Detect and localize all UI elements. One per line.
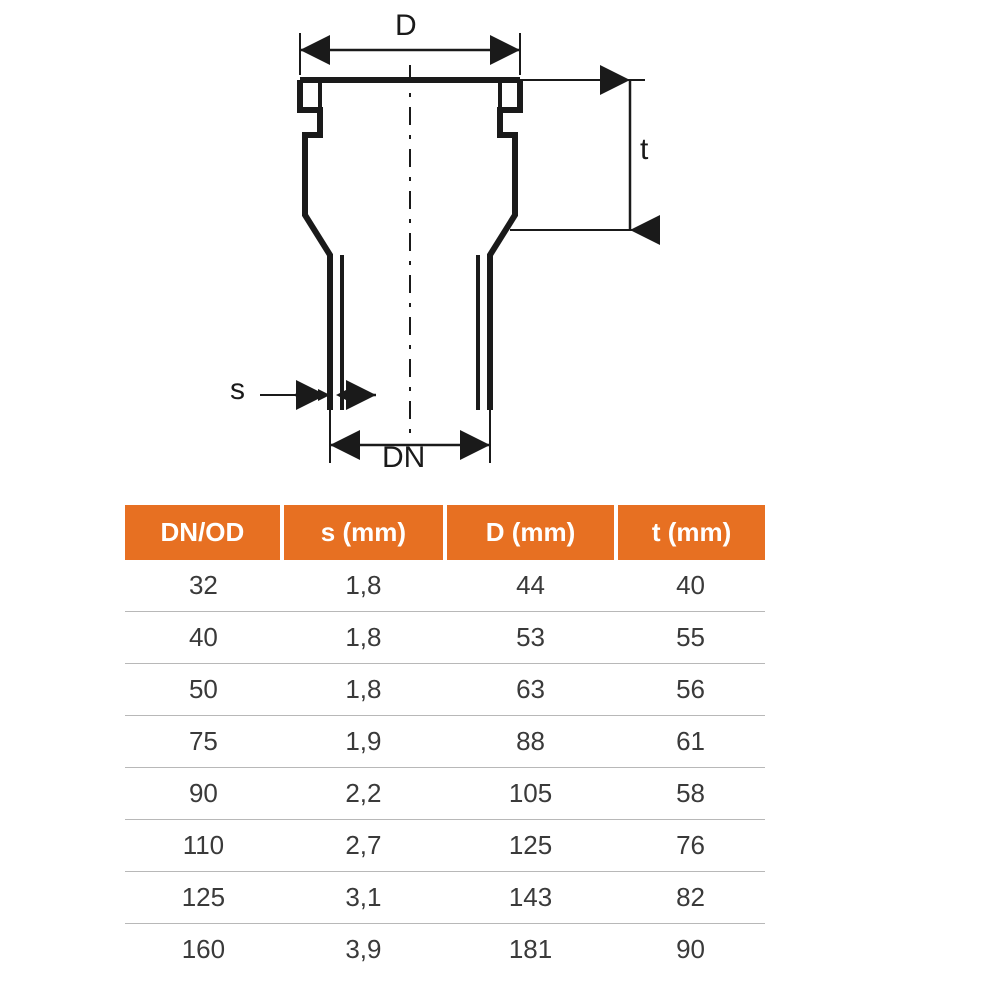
label-dn: DN xyxy=(382,441,425,475)
col-header: D (mm) xyxy=(445,505,616,560)
table-row: 321,84440 xyxy=(125,560,765,612)
diagram-svg xyxy=(200,15,740,475)
col-header: t (mm) xyxy=(616,505,765,560)
col-header: DN/OD xyxy=(125,505,282,560)
table-body: 321,84440 401,85355 501,86356 751,98861 … xyxy=(125,560,765,975)
label-d: D xyxy=(395,9,417,43)
spec-table-wrap: DN/OD s (mm) D (mm) t (mm) 321,84440 401… xyxy=(125,505,765,975)
table-row: 1253,114382 xyxy=(125,872,765,924)
col-header: s (mm) xyxy=(282,505,445,560)
table-row: 1603,918190 xyxy=(125,924,765,976)
pipe-diagram: D t s DN xyxy=(200,15,740,475)
label-t: t xyxy=(640,133,648,167)
table-header-row: DN/OD s (mm) D (mm) t (mm) xyxy=(125,505,765,560)
label-s: s xyxy=(230,373,245,407)
table-row: 401,85355 xyxy=(125,612,765,664)
spec-table: DN/OD s (mm) D (mm) t (mm) 321,84440 401… xyxy=(125,505,765,975)
table-row: 1102,712576 xyxy=(125,820,765,872)
table-row: 501,86356 xyxy=(125,664,765,716)
table-row: 902,210558 xyxy=(125,768,765,820)
table-row: 751,98861 xyxy=(125,716,765,768)
